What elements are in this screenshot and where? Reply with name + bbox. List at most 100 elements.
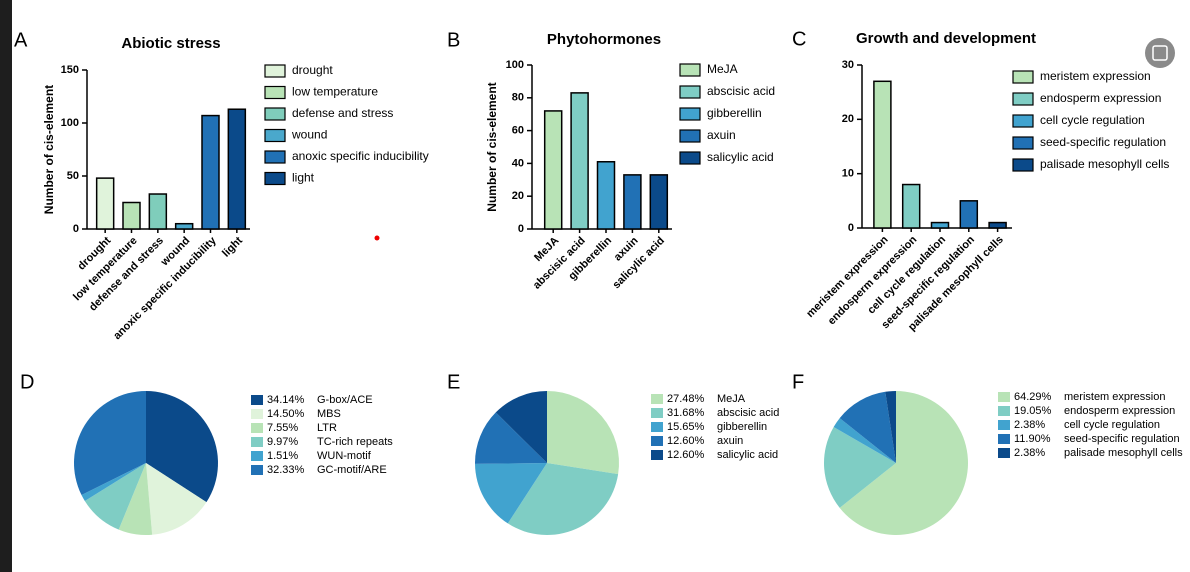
legend-swatch — [251, 437, 263, 447]
legend-swatch — [264, 128, 286, 143]
bar — [988, 221, 1007, 229]
legend-label: low temperature — [292, 85, 378, 99]
bar — [596, 161, 616, 230]
legend-label: palisade mesophyll cells — [1040, 157, 1169, 171]
legend-swatch — [998, 406, 1010, 416]
legend-label: defense and stress — [292, 106, 393, 120]
bar — [148, 193, 168, 230]
window-edge — [0, 0, 12, 572]
y-tick-label: 150 — [61, 64, 79, 76]
legend-swatch — [651, 436, 663, 446]
legend-swatch — [1012, 136, 1034, 150]
legend-label: gibberellin — [717, 421, 767, 433]
pie-slice — [475, 412, 547, 464]
pie-slice — [885, 391, 896, 463]
pie-slice — [84, 463, 146, 530]
legend-value: 9.97% — [267, 436, 298, 448]
pie-slice — [118, 463, 153, 535]
legend-label: LTR — [317, 422, 337, 434]
legend-swatch — [1012, 158, 1034, 172]
pie-slice — [547, 391, 619, 475]
y-tick-label: 60 — [512, 125, 524, 137]
bar — [95, 177, 115, 230]
legend-value: 1.51% — [267, 450, 298, 462]
legend-label: G-box/ACE — [317, 394, 373, 406]
legend-swatch — [651, 408, 663, 418]
y-tick-label: 80 — [512, 92, 524, 104]
legend-swatch — [264, 150, 286, 164]
legend-value: 32.33% — [267, 464, 305, 476]
legend-swatch — [264, 107, 286, 121]
y-tick-label: 100 — [61, 117, 79, 129]
legend-swatch — [651, 450, 663, 460]
legend-label: endosperm expression — [1040, 91, 1161, 105]
legend-swatch — [264, 85, 286, 100]
chart-title: Phytohormones — [547, 31, 661, 48]
legend-value: 15.65% — [667, 421, 705, 433]
legend-value: 34.14% — [267, 394, 305, 406]
legend-label: wound — [291, 128, 327, 142]
legend-label: GC-motif/ARE — [317, 464, 387, 476]
legend-label: light — [292, 171, 315, 185]
panel-letter: D — [20, 371, 34, 393]
legend-swatch — [998, 392, 1010, 402]
legend-swatch — [679, 129, 701, 143]
legend-label: palisade mesophyll cells — [1064, 447, 1183, 459]
legend-label: MeJA — [717, 393, 746, 405]
translate-button[interactable] — [1145, 38, 1175, 68]
legend-value: 12.60% — [667, 435, 705, 447]
legend-label: MBS — [317, 408, 341, 420]
legend-swatch — [679, 63, 701, 77]
legend-label: MeJA — [707, 62, 738, 76]
legend-label: salicylic acid — [707, 150, 774, 164]
legend-swatch — [679, 85, 701, 99]
y-tick-label: 30 — [842, 59, 854, 71]
pie-slice — [81, 463, 146, 501]
y-tick-label: 10 — [842, 168, 854, 180]
legend-value: 31.68% — [667, 407, 705, 419]
legend-swatch — [251, 451, 263, 461]
y-tick-label: 0 — [848, 222, 854, 234]
legend-swatch — [998, 420, 1010, 430]
legend-swatch — [651, 422, 663, 432]
legend-label: seed-specific regulation — [1040, 135, 1166, 149]
legend-label: seed-specific regulation — [1064, 433, 1180, 445]
legend-swatch — [251, 395, 263, 405]
legend-swatch — [1012, 114, 1034, 128]
legend-label: meristem expression — [1064, 391, 1165, 403]
pie-slice — [74, 391, 146, 496]
legend-label: abscisic acid — [717, 407, 779, 419]
pie-slice — [495, 391, 547, 463]
bar — [543, 110, 563, 230]
y-tick-label: 100 — [506, 59, 524, 71]
legend-label: cell cycle regulation — [1040, 113, 1145, 127]
cursor-dot — [374, 235, 380, 241]
legend-swatch — [251, 423, 263, 433]
legend-label: endosperm expression — [1064, 405, 1175, 417]
y-tick-label: 20 — [512, 190, 524, 202]
legend-label: axuin — [717, 435, 743, 447]
panel-letter: C — [792, 28, 806, 50]
legend-swatch — [251, 465, 263, 475]
y-tick-label: 0 — [73, 223, 79, 235]
legend-swatch — [651, 394, 663, 404]
bar — [901, 183, 921, 229]
y-axis-label: Number of cis-element — [485, 82, 499, 211]
legend-label: axuin — [707, 128, 736, 142]
legend-swatch — [264, 64, 286, 78]
bar — [570, 92, 589, 230]
legend-swatch — [1012, 70, 1034, 84]
legend-label: drought — [292, 63, 333, 77]
bar — [201, 114, 220, 230]
pie-slice — [475, 463, 547, 524]
bar — [930, 221, 950, 229]
y-tick-label: 50 — [67, 170, 79, 182]
legend-value: 2.38% — [1014, 419, 1045, 431]
bar — [122, 201, 141, 230]
pie-slice — [839, 391, 968, 535]
bar — [174, 222, 194, 230]
pie-slice — [146, 463, 207, 535]
legend-value: 11.90% — [1014, 433, 1051, 445]
legend-label: WUN-motif — [317, 450, 372, 462]
legend-value: 2.38% — [1014, 447, 1045, 459]
